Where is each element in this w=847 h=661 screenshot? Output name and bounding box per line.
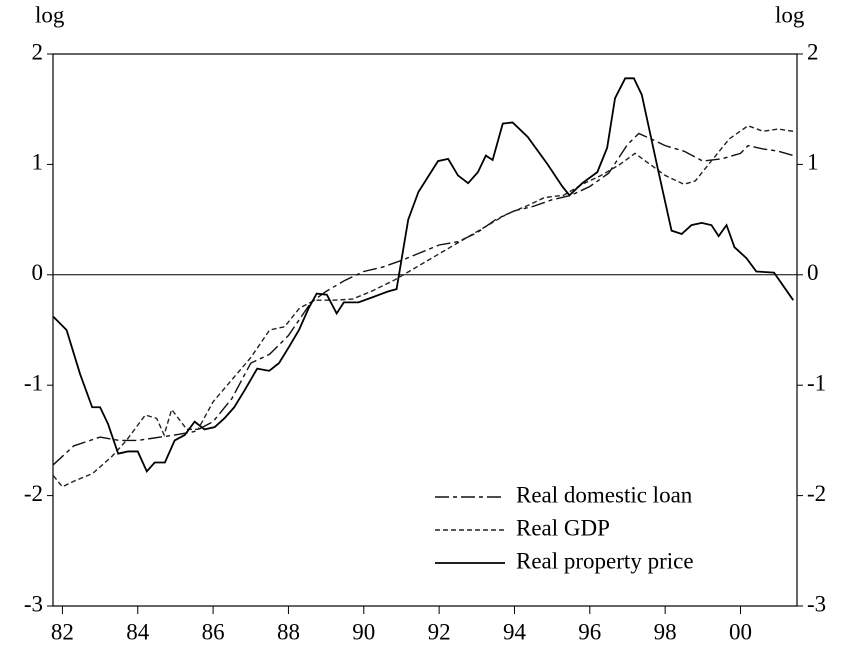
y-tick-label: -3 [24, 591, 43, 616]
x-tick-label: 96 [578, 619, 601, 644]
x-tick-label: 88 [277, 619, 300, 644]
legend-label: Real property price [516, 548, 694, 573]
y2-tick-label: -3 [807, 591, 826, 616]
y-axis-label: log [35, 2, 65, 27]
y2-axis-label: log [775, 2, 805, 27]
x-tick-label: 00 [729, 619, 752, 644]
x-tick-label: 86 [202, 619, 225, 644]
series-line [52, 124, 794, 488]
x-tick-label: 82 [51, 619, 74, 644]
series-line [52, 132, 794, 466]
legend-label: Real domestic loan [516, 482, 693, 507]
x-tick-label: 90 [352, 619, 375, 644]
y2-tick-label: -2 [807, 481, 826, 506]
y2-tick-label: -1 [807, 370, 826, 395]
x-tick-label: 84 [126, 619, 150, 644]
y2-tick-label: 1 [807, 150, 819, 175]
y-tick-label: -1 [24, 370, 43, 395]
series-line [52, 77, 794, 473]
y-tick-label: 0 [32, 260, 44, 285]
y2-tick-label: 2 [807, 39, 819, 64]
legend-label: Real GDP [516, 515, 610, 540]
y-tick-label: 2 [32, 39, 44, 64]
y-tick-label: -2 [24, 481, 43, 506]
y-tick-label: 1 [32, 150, 44, 175]
x-tick-label: 92 [428, 619, 451, 644]
x-tick-label: 94 [503, 619, 527, 644]
x-tick-label: 98 [654, 619, 677, 644]
plot-frame [52, 53, 798, 607]
y2-tick-label: 0 [807, 260, 819, 285]
